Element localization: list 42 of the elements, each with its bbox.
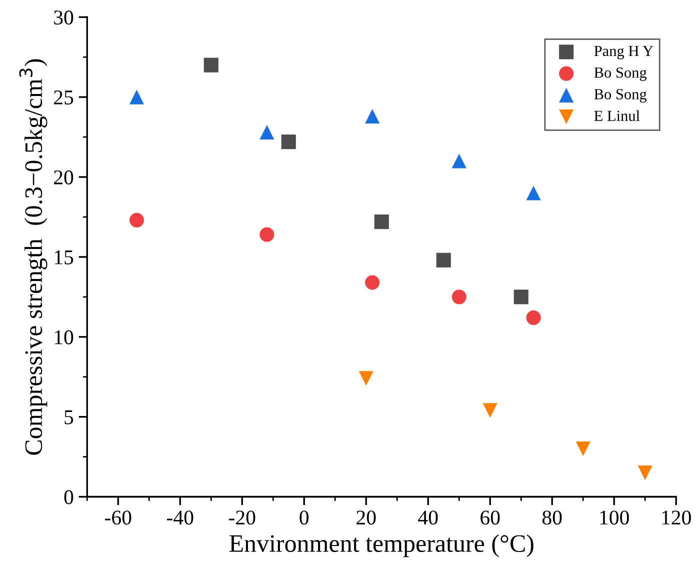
point — [129, 212, 144, 228]
x-tick-label: -20 — [229, 510, 256, 525]
x-tick-label: 60 — [480, 510, 500, 525]
point — [129, 90, 144, 104]
legend-label: E Linul — [594, 110, 640, 122]
point — [526, 310, 541, 325]
y-tick-label: 20 — [54, 170, 74, 184]
x-tick-label: 20 — [356, 510, 376, 525]
point — [482, 403, 498, 418]
x-tick-label: -60 — [105, 510, 132, 525]
x-tick-label: 40 — [418, 510, 438, 525]
point — [204, 58, 218, 72]
x-axis-title: Environment temperature (°C) — [229, 534, 534, 558]
point — [374, 214, 389, 230]
point — [638, 466, 652, 480]
y-axis-title: Compressive strength (0.3−0.5kg/cm$^{3}$) — [19, 59, 48, 455]
point — [260, 227, 274, 242]
point — [365, 275, 380, 290]
legend-label: Pang H Y — [594, 46, 654, 60]
point — [365, 108, 380, 124]
legend-label: Bo Song — [594, 67, 647, 81]
y-tick-label: 0 — [64, 490, 74, 504]
point — [281, 134, 296, 150]
point — [514, 290, 528, 304]
point — [436, 252, 451, 268]
point — [526, 186, 541, 200]
x-tick-label: 80 — [542, 510, 562, 525]
point — [452, 290, 466, 304]
point — [260, 124, 274, 140]
point — [576, 442, 590, 456]
point — [452, 154, 466, 168]
y-tick-label: 30 — [54, 10, 74, 25]
x-tick-label: -40 — [167, 510, 194, 525]
y-tick-label: 5 — [64, 410, 74, 424]
y-tick-label: 10 — [54, 330, 74, 344]
y-tick-label: 15 — [54, 250, 74, 264]
legend-label: Bo Song — [594, 89, 647, 103]
point — [358, 371, 374, 386]
x-tick-label: 0 — [300, 510, 309, 525]
x-tick-label: 120 — [662, 510, 691, 525]
y-tick-label: 25 — [54, 90, 74, 105]
x-tick-label: 100 — [600, 510, 629, 525]
